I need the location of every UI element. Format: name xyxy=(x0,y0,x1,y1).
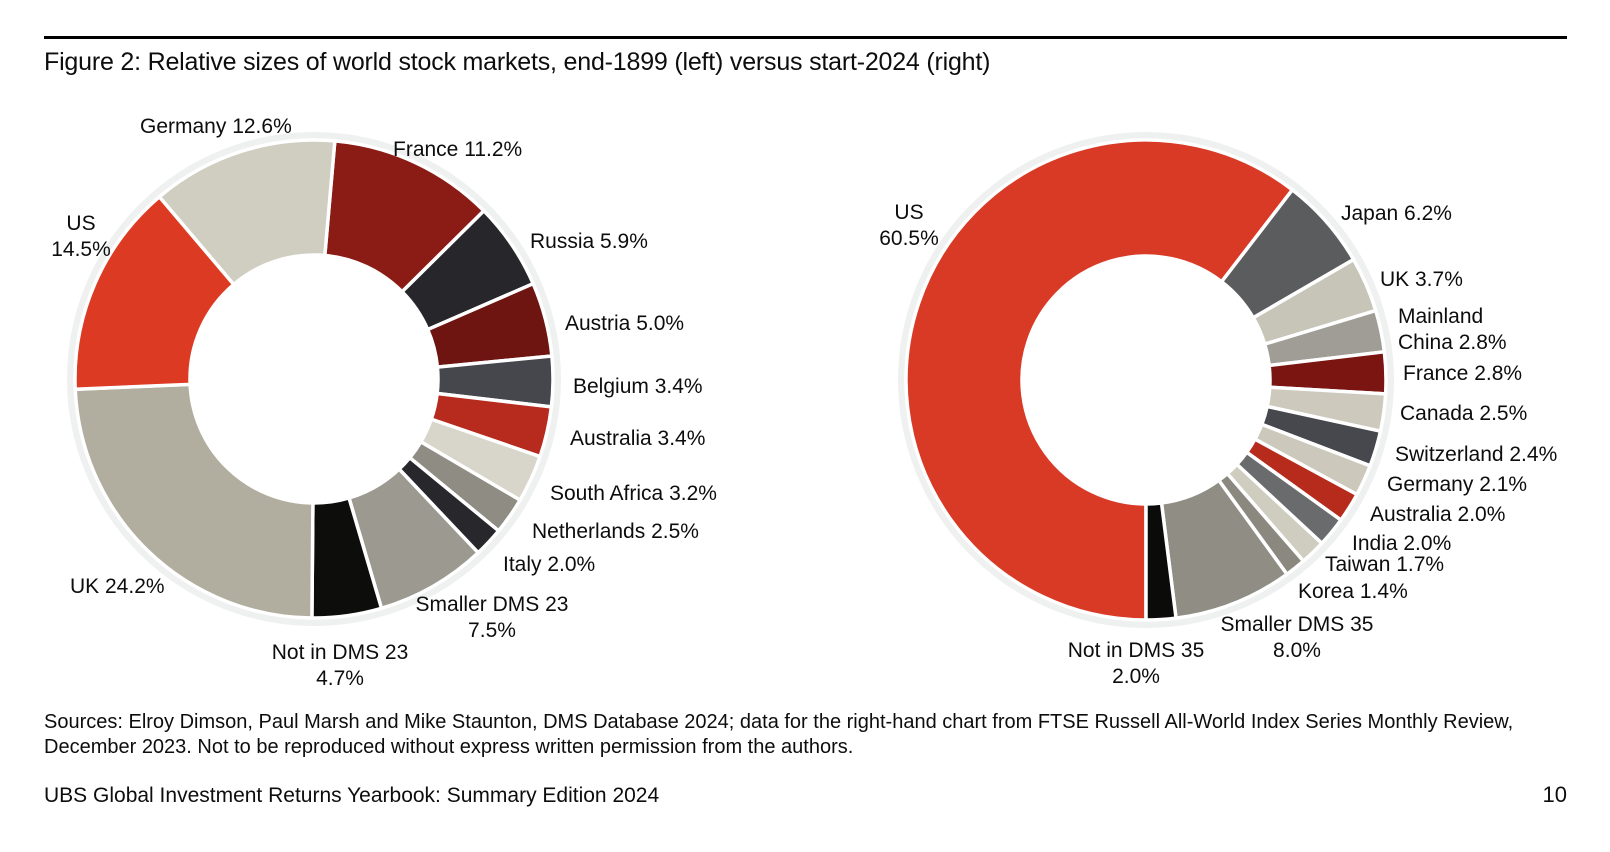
donut-halo xyxy=(898,132,1394,628)
sources-line-2: December 2023. Not to be reproduced with… xyxy=(44,736,854,758)
donut-start-2024 xyxy=(898,132,1394,628)
end-1899-slice-uk xyxy=(73,382,315,620)
top-rule xyxy=(44,36,1567,39)
start-2024-slice-us xyxy=(904,138,1295,622)
start-2024-slice-not-in-dms-35 xyxy=(1144,501,1179,622)
donut-end-1899 xyxy=(67,132,561,626)
sources-note: Sources: Elroy Dimson, Paul Marsh and Mi… xyxy=(44,710,1534,760)
document-footer: UBS Global Investment Returns Yearbook: … xyxy=(44,784,660,807)
end-1899-slice-germany xyxy=(156,138,337,287)
sources-line-1: Sources: Elroy Dimson, Paul Marsh and Mi… xyxy=(44,711,1514,733)
figure-title: Figure 2: Relative sizes of world stock … xyxy=(44,48,991,76)
page-number: 10 xyxy=(1542,782,1567,807)
donut-halo xyxy=(67,132,561,626)
